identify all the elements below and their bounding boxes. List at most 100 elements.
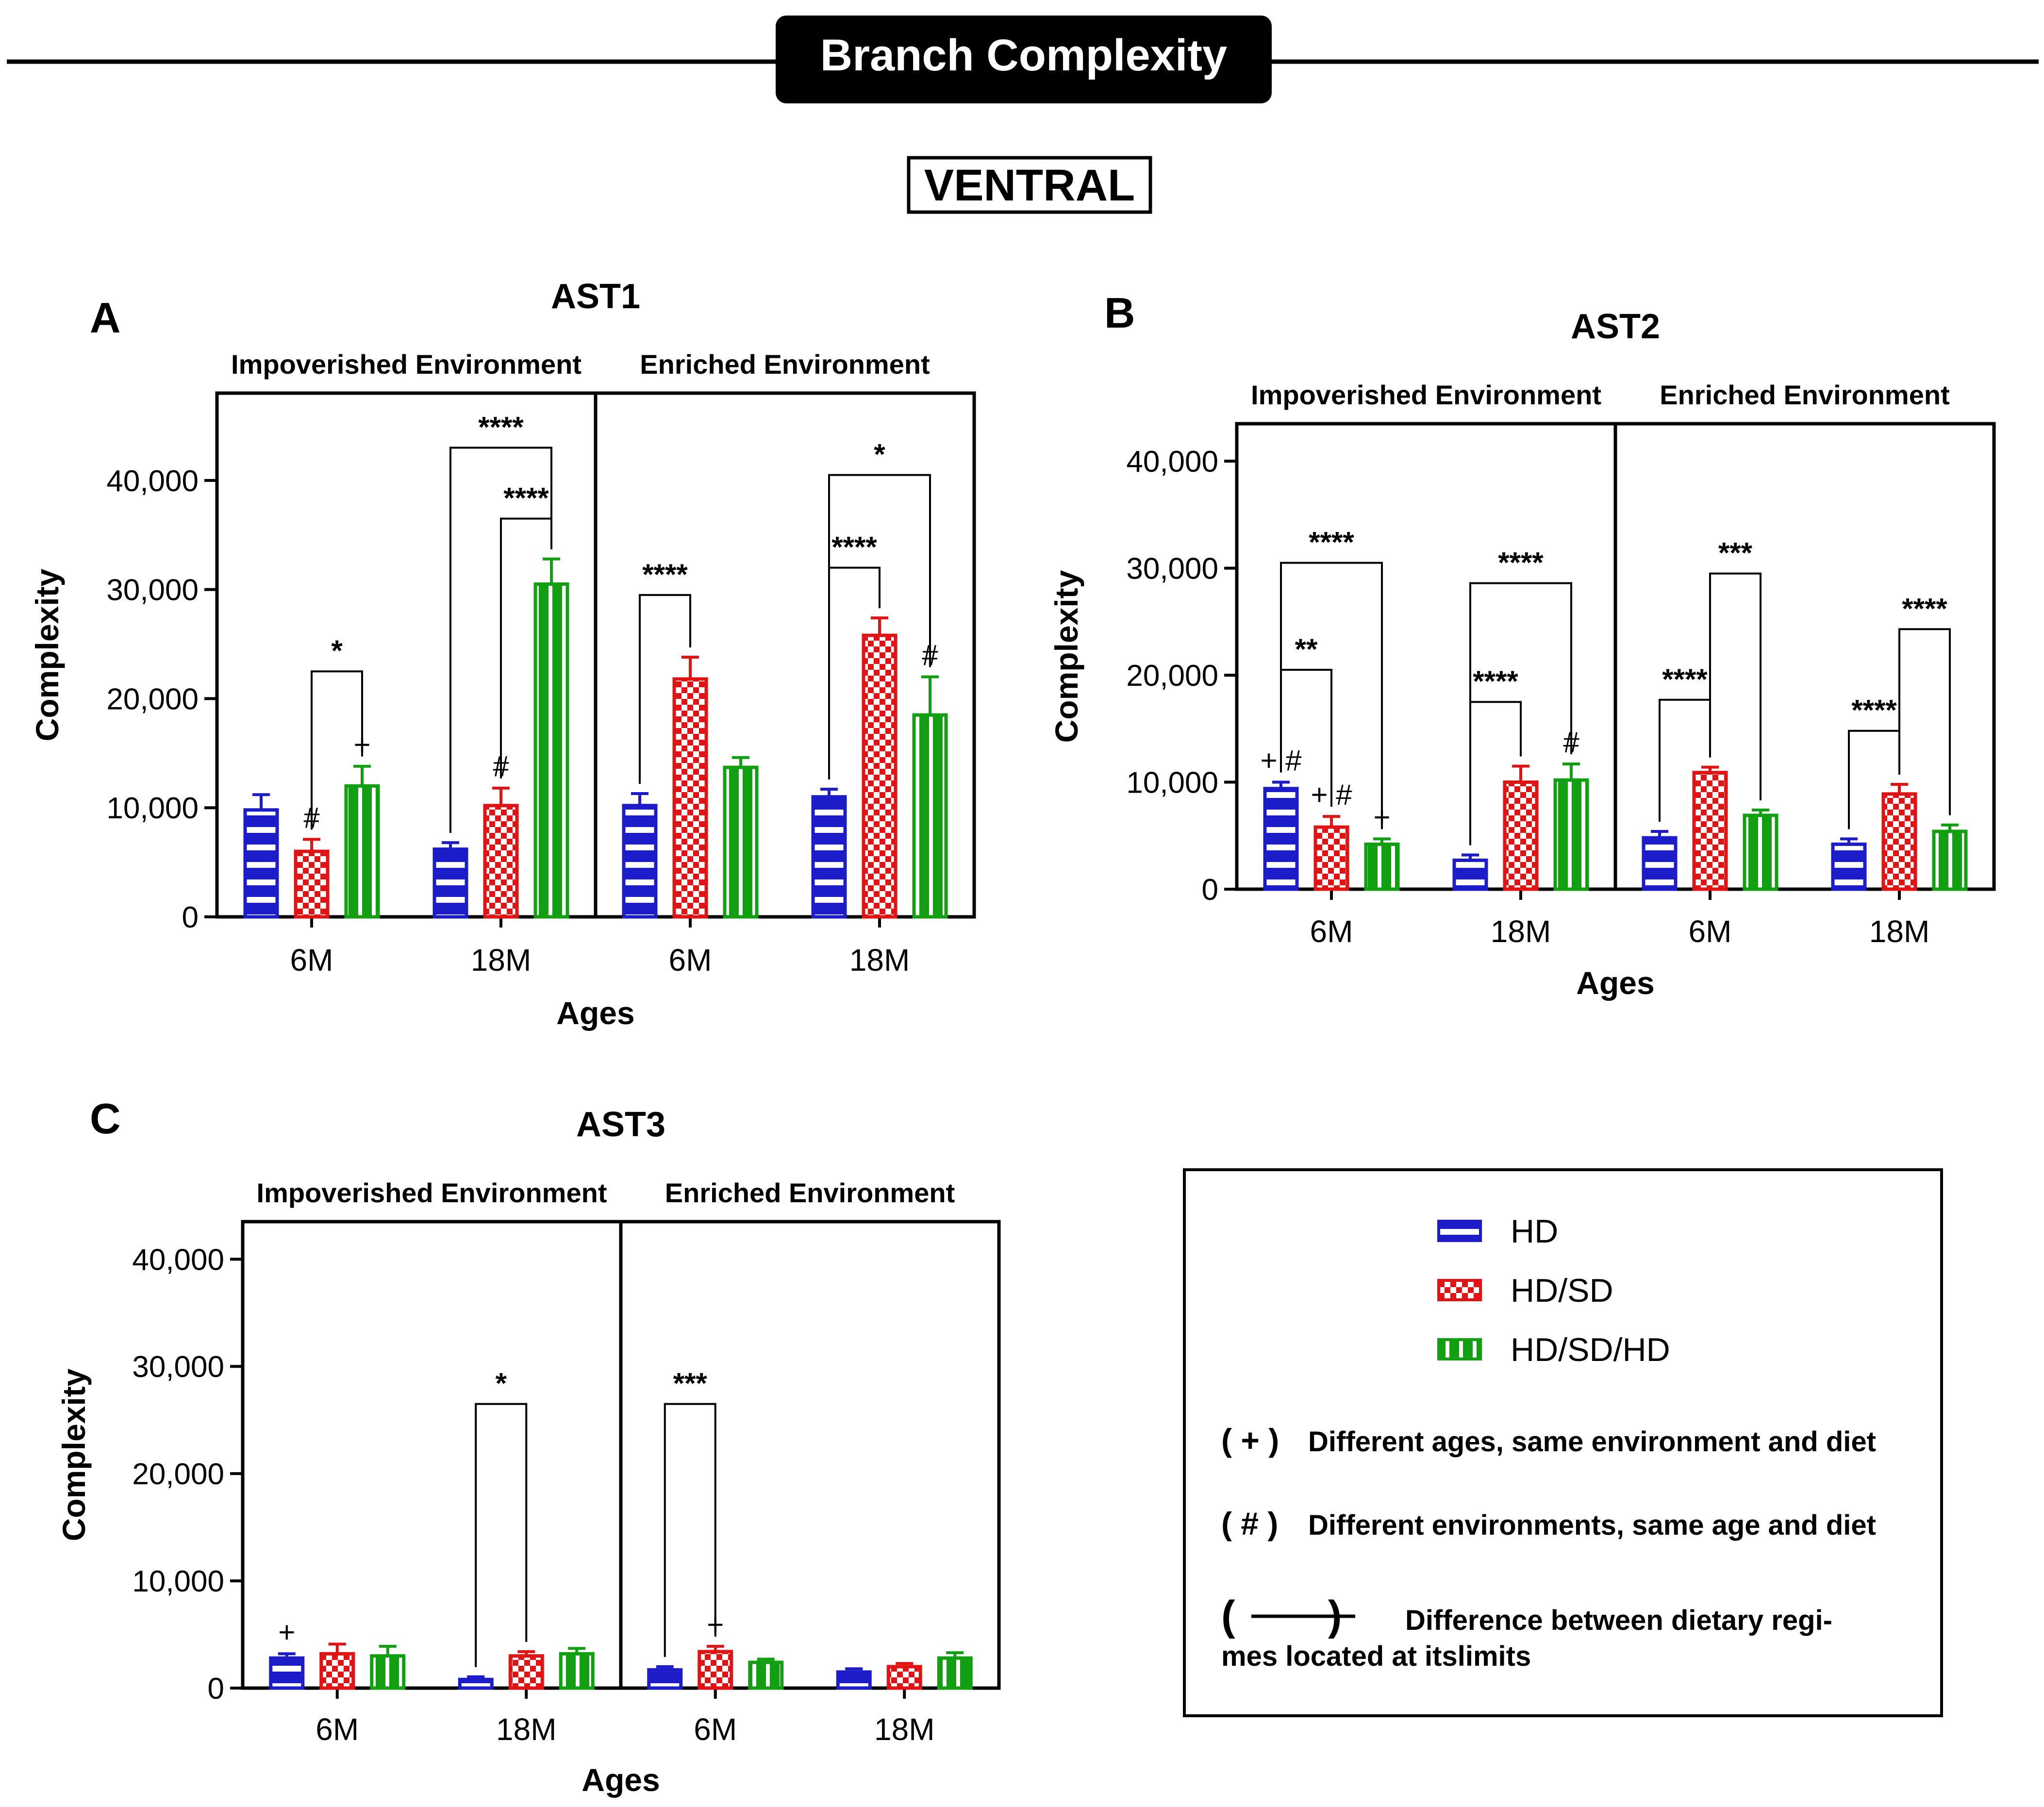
panel-letter-b: B [1104, 289, 1135, 337]
x-axis-label: Ages [582, 1762, 660, 1798]
bar-hd-18m [811, 795, 847, 919]
chart-ast3: AST3 Impoverished Environment Enriched Env… [56, 1105, 1001, 1798]
y-tick-label: 20,000 [106, 682, 199, 716]
bar-hd-sd-hd-18m [533, 582, 569, 919]
bar-hd-sd-18m [1881, 792, 1917, 891]
y-tick-label: 40,000 [1126, 445, 1218, 479]
environment-label-enriched-environment: Enriched Environment [1660, 380, 1949, 410]
region-label: VENTRAL [924, 161, 1135, 210]
y-tick-label: 0 [1202, 873, 1218, 907]
comparison-label: **** [831, 531, 877, 564]
figure-title: Branch Complexity [820, 31, 1227, 80]
x-tick-label: 18M [1869, 914, 1930, 949]
comparison-label: ** [1295, 633, 1318, 665]
comparison-label: **** [1473, 665, 1518, 697]
legend-swatch-hdsd [1437, 1279, 1482, 1301]
comparison-bracket [449, 447, 552, 833]
legend-note-bracket-text: Difference between dietary regi- [1405, 1605, 1832, 1636]
comparison-bracket [475, 1403, 528, 1667]
bar-hd-sd-18m [508, 1654, 544, 1690]
bar-hd-sd-hd-18m [1932, 829, 1968, 891]
y-tick-label: 30,000 [106, 574, 199, 607]
comparison-label: **** [1902, 592, 1947, 625]
bar-hd-sd-6m [1313, 825, 1349, 891]
bar-hd-18m [1831, 842, 1867, 891]
bar-hd-sd-hd-18m [912, 713, 948, 919]
legend-note-bracket-text-2: mes located at itslimits [1221, 1641, 1531, 1672]
legend-note-hash-symbol: ( # ) [1221, 1506, 1278, 1542]
x-tick-label: 18M [496, 1712, 557, 1747]
bar-hd-6m [243, 808, 279, 919]
legend-swatch-hdsdhd [1437, 1338, 1482, 1360]
bar-hd-6m [1263, 787, 1299, 891]
comparison-label: * [496, 1367, 507, 1400]
legend-frame [1183, 1168, 1943, 1717]
environment-label-enriched-environment: Enriched Environment [665, 1177, 955, 1208]
y-tick-label: 0 [182, 901, 199, 934]
bar-hd-sd-6m [698, 1650, 733, 1690]
chart-ast2: AST2 Impoverished Environment Enriched Env… [1048, 307, 1996, 1001]
comparison-label: **** [1662, 663, 1708, 696]
x-tick-label: 6M [1689, 914, 1732, 949]
bar-hd-sd-hd-6m [344, 784, 380, 919]
legend: HD HD/SD HD/SD/HD ( + ) Different ages, … [1183, 1168, 1943, 1717]
y-tick-label: 40,000 [132, 1243, 224, 1277]
bar-hd-6m [622, 804, 658, 919]
bar-hd-6m [269, 1656, 305, 1690]
bar-hd-18m [836, 1670, 872, 1690]
chart-title: AST2 [1571, 307, 1660, 346]
x-axis-label: Ages [556, 995, 634, 1031]
bar-hd-sd-hd-6m [370, 1654, 406, 1690]
x-tick-label: 6M [316, 1712, 359, 1747]
bar-hd-6m [647, 1668, 683, 1690]
bar-hd-sd-6m [294, 849, 330, 919]
x-tick-label: 18M [471, 943, 532, 978]
bar-hd-sd-18m [886, 1665, 922, 1690]
bar-hd-sd-6m [319, 1652, 355, 1690]
chart-title: AST1 [551, 277, 640, 316]
x-tick-label: 6M [1310, 914, 1353, 949]
legend-label-hd: HD [1511, 1213, 1558, 1250]
x-tick-label: 18M [874, 1712, 935, 1747]
x-tick-label: 6M [694, 1712, 737, 1747]
figure-header: Branch Complexity VENTRAL [7, 16, 2039, 214]
comparison-bracket [828, 474, 931, 779]
comparison-bracket [1469, 582, 1572, 845]
y-tick-label: 30,000 [1126, 552, 1218, 586]
legend-swatch-hd [1437, 1220, 1482, 1242]
legend-note-plus-symbol: ( + ) [1221, 1422, 1279, 1458]
comparison-label: **** [642, 558, 688, 591]
bar-hd-6m [1642, 836, 1678, 891]
comparison-label: *** [673, 1367, 708, 1400]
y-tick-label: 20,000 [132, 1458, 224, 1491]
comparison-label: * [874, 438, 885, 471]
comparison-bracket [1709, 572, 1761, 800]
panel-letter-a: A [90, 294, 121, 342]
legend-note-hash-text: Different environments, same age and die… [1308, 1509, 1876, 1541]
bar-hd-sd-6m [672, 677, 708, 919]
comparison-bracket [311, 670, 363, 830]
bar-hd-sd-18m [862, 633, 897, 919]
y-tick-label: 10,000 [106, 792, 199, 825]
chart-title: AST3 [576, 1105, 665, 1144]
y-tick-label: 30,000 [132, 1350, 224, 1384]
comparison-bracket [1898, 628, 1951, 815]
header-badge [776, 16, 1272, 103]
comparison-label: **** [1851, 694, 1897, 727]
environment-label-enriched-environment: Enriched Environment [640, 349, 930, 380]
comparison-label: **** [478, 411, 524, 443]
comparison-label: * [331, 634, 343, 667]
comparison-bracket [664, 1403, 716, 1657]
bar-hd-sd-hd-18m [559, 1652, 595, 1690]
bar-hd-sd-6m [1692, 771, 1728, 891]
y-tick-label: 0 [208, 1672, 224, 1706]
bar-hd-18m [458, 1677, 494, 1690]
comparison-bracket [639, 594, 691, 784]
comparison-label: *** [1718, 537, 1753, 569]
x-tick-label: 18M [1491, 914, 1551, 949]
y-axis-label: Complexity [56, 1368, 92, 1541]
y-tick-label: 20,000 [1126, 659, 1218, 693]
bar-hd-sd-hd-6m [748, 1660, 784, 1690]
y-axis-label: Complexity [1048, 570, 1084, 743]
